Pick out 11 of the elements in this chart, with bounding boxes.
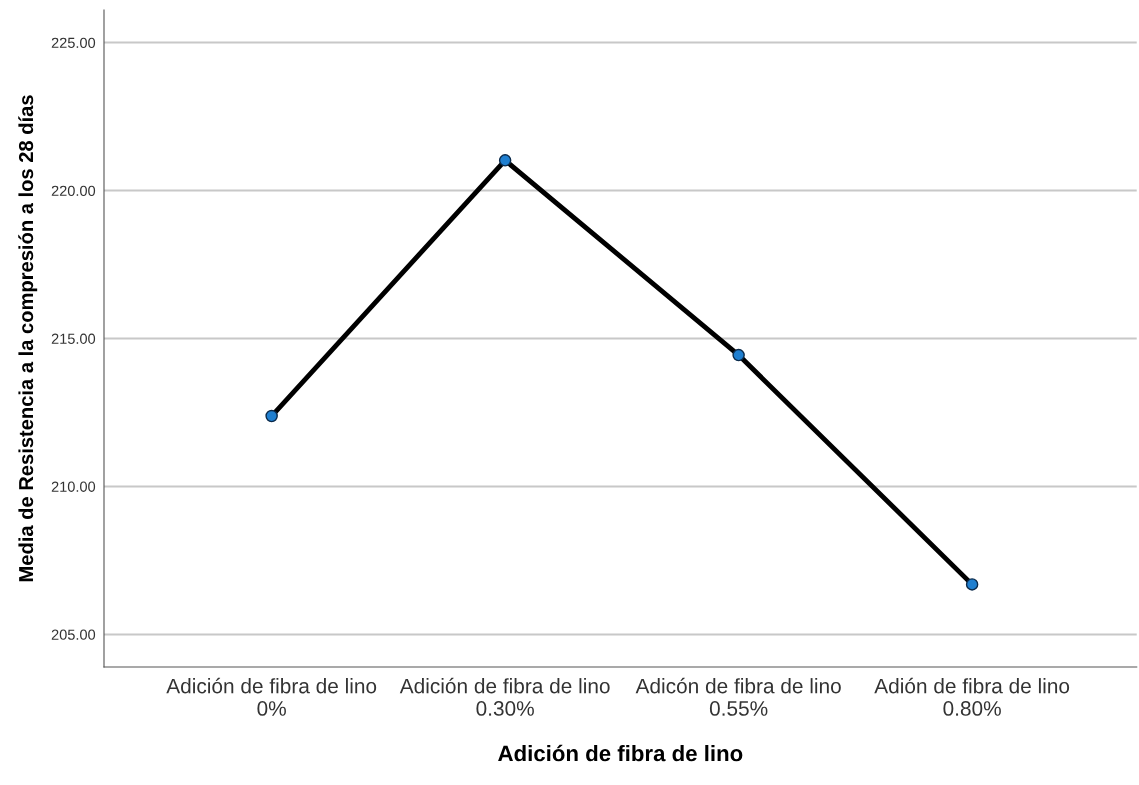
y-tick-label: 225.00 (51, 37, 96, 48)
y-tick-label: 215.00 (51, 333, 96, 344)
x-tick-label: Adición de fibra de lino 0.30% (399, 677, 610, 716)
y-tick-label: 210.00 (51, 481, 96, 492)
x-tick-label: Adión de fibra de lino 0.80% (874, 677, 1070, 716)
y-tick-label: 220.00 (51, 185, 96, 196)
x-tick-label: Adicón de fibra de lino 0.55% (635, 677, 841, 716)
y-axis-title: Media de Resistencia a la compresión a los 28 días (18, 95, 38, 582)
y-tick-label: 205.00 (51, 629, 96, 640)
x-axis-title: Adición de fibra de lino (498, 744, 743, 762)
x-tick-label: Adición de fibra de lino 0% (166, 677, 377, 716)
